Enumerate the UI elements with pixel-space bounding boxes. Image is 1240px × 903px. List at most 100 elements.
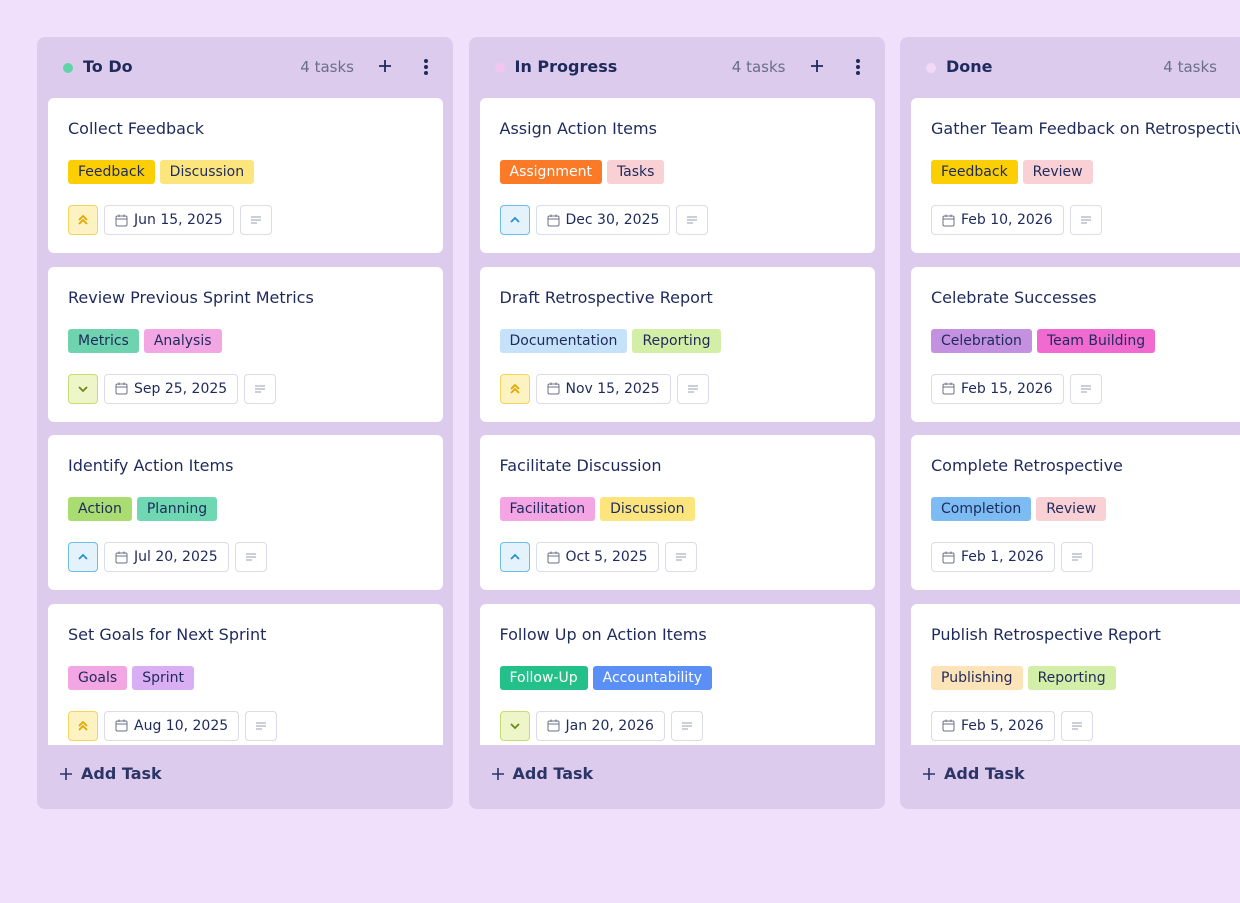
more-icon [855, 58, 861, 76]
notes-button[interactable] [1069, 373, 1102, 404]
task-card[interactable]: Follow Up on Action Items Follow-Up Accoun… [479, 603, 875, 745]
notes-icon [245, 552, 257, 562]
tag: Facilitation [499, 497, 596, 521]
tag: Team Building [1036, 328, 1156, 353]
calendar-icon [547, 719, 560, 732]
meta-row: Aug 10, 2025 [68, 710, 278, 741]
notes-button[interactable] [670, 710, 703, 741]
task-card[interactable]: Publish Retrospective Report Publishing Re… [911, 603, 1240, 745]
tag-row: Assignment Tasks [499, 160, 665, 184]
notes-icon-svg [250, 216, 261, 224]
notes-button[interactable] [1069, 205, 1102, 235]
notes-button[interactable] [676, 373, 709, 404]
meta-row: Feb 1, 2026 [931, 542, 1093, 572]
notes-icon [254, 384, 266, 394]
tag: Goals [68, 665, 128, 690]
notes-icon-svg [1071, 722, 1082, 729]
priority-icon [76, 212, 90, 228]
date-text: Feb 5, 2026 [961, 717, 1044, 734]
status-dot [926, 63, 936, 73]
notes-button[interactable] [234, 542, 267, 572]
due-date: Nov 15, 2025 [535, 373, 671, 404]
task-card[interactable]: Draft Retrospective Report Documentation R… [479, 266, 875, 422]
calendar-icon [942, 551, 955, 564]
notes-button[interactable] [1060, 710, 1093, 741]
calendar-icon-svg [115, 719, 128, 732]
plus-icon-svg [60, 767, 72, 780]
card-list: Assign Action Items Assignment Tasks Dec 30… [479, 98, 875, 745]
calendar-icon-svg [547, 382, 559, 395]
notes-button[interactable] [676, 205, 709, 235]
task-card[interactable]: Collect Feedback Feedback Discussion Jun 15… [48, 98, 443, 253]
column-title: To Do [83, 57, 133, 76]
priority-icon-svg [509, 383, 520, 394]
tag: Review [1022, 160, 1093, 184]
tag: Feedback [931, 160, 1018, 184]
priority-icon-svg [509, 553, 520, 560]
priority-badge [68, 542, 98, 572]
more-button[interactable] [423, 58, 429, 80]
notes-button[interactable] [239, 205, 272, 235]
calendar-icon-svg [942, 551, 955, 563]
tag: Feedback [68, 160, 155, 184]
tag-row: Feedback Discussion [68, 160, 255, 184]
tag-row: Metrics Analysis [68, 328, 222, 353]
tag: Review [1036, 497, 1107, 521]
priority-badge [68, 205, 98, 235]
task-card[interactable]: Complete Retrospective Completion Review Fe… [911, 435, 1240, 590]
column: Done 4 tasks Gather Team Feedback on Retro… [900, 37, 1240, 809]
notes-button[interactable] [244, 373, 277, 404]
tag: Publishing [931, 665, 1023, 690]
tag: Accountability [592, 665, 713, 690]
task-card[interactable]: Facilitate Discussion Facilitation Discuss… [479, 435, 875, 590]
due-date: Jun 15, 2025 [104, 205, 234, 235]
notes-icon [686, 215, 698, 225]
notes-icon [1071, 721, 1083, 731]
add-button[interactable] [809, 58, 825, 78]
date-text: Sep 25, 2025 [134, 380, 228, 397]
priority-icon [508, 381, 522, 397]
calendar-icon [115, 382, 128, 395]
tag: Reporting [632, 328, 721, 353]
task-card[interactable]: Identify Action Items Action Planning Jul 2… [48, 435, 443, 590]
card-list: Gather Team Feedback on Retrospective Fee… [911, 98, 1240, 745]
task-card[interactable]: Celebrate Successes Celebration Team Build… [911, 266, 1240, 422]
tag: Metrics [68, 328, 139, 353]
meta-row: Jun 15, 2025 [68, 205, 272, 235]
add-task-button[interactable]: Add Task [491, 764, 594, 783]
due-date: Feb 10, 2026 [931, 205, 1064, 235]
add-task-button[interactable]: Add Task [922, 764, 1025, 783]
kanban-board: To Do 4 tasks Collect Feedback Feedback Disc… [37, 37, 1240, 817]
date-text: Jan 20, 2026 [565, 717, 654, 734]
add-button[interactable] [377, 58, 393, 78]
more-button[interactable] [855, 58, 861, 80]
task-title: Collect Feedback [68, 119, 205, 138]
task-card[interactable]: Review Previous Sprint Metrics Metrics Ana… [48, 266, 443, 422]
task-title: Draft Retrospective Report [499, 287, 713, 307]
due-date: Feb 15, 2026 [931, 373, 1064, 404]
column: In Progress 4 tasks Assign Action Items Ass… [468, 37, 885, 809]
task-card[interactable]: Set Goals for Next Sprint Goals Sprint Aug … [48, 603, 443, 745]
notes-icon [675, 552, 687, 562]
calendar-icon-svg [547, 719, 559, 732]
notes-button[interactable] [245, 710, 278, 741]
tag: Follow-Up [499, 665, 588, 690]
date-text: Feb 1, 2026 [961, 549, 1044, 565]
priority-icon-svg [509, 216, 520, 223]
notes-button[interactable] [664, 542, 697, 572]
add-task-label: Add Task [944, 764, 1025, 783]
more-icon-svg [424, 59, 428, 75]
add-task-label: Add Task [512, 764, 594, 783]
task-card[interactable]: Assign Action Items Assignment Tasks Dec 30… [479, 98, 875, 253]
plus-icon-svg [379, 60, 391, 72]
notes-icon-svg [255, 385, 266, 392]
meta-row: Sep 25, 2025 [68, 373, 277, 404]
add-task-button[interactable]: Add Task [59, 764, 162, 783]
status-dot [494, 63, 505, 73]
tag-row: Feedback Review [931, 160, 1093, 184]
task-card[interactable]: Gather Team Feedback on Retrospective Fee… [911, 98, 1240, 253]
notes-button[interactable] [1060, 542, 1093, 572]
task-title: Complete Retrospective [931, 456, 1123, 475]
notes-icon [687, 384, 699, 394]
